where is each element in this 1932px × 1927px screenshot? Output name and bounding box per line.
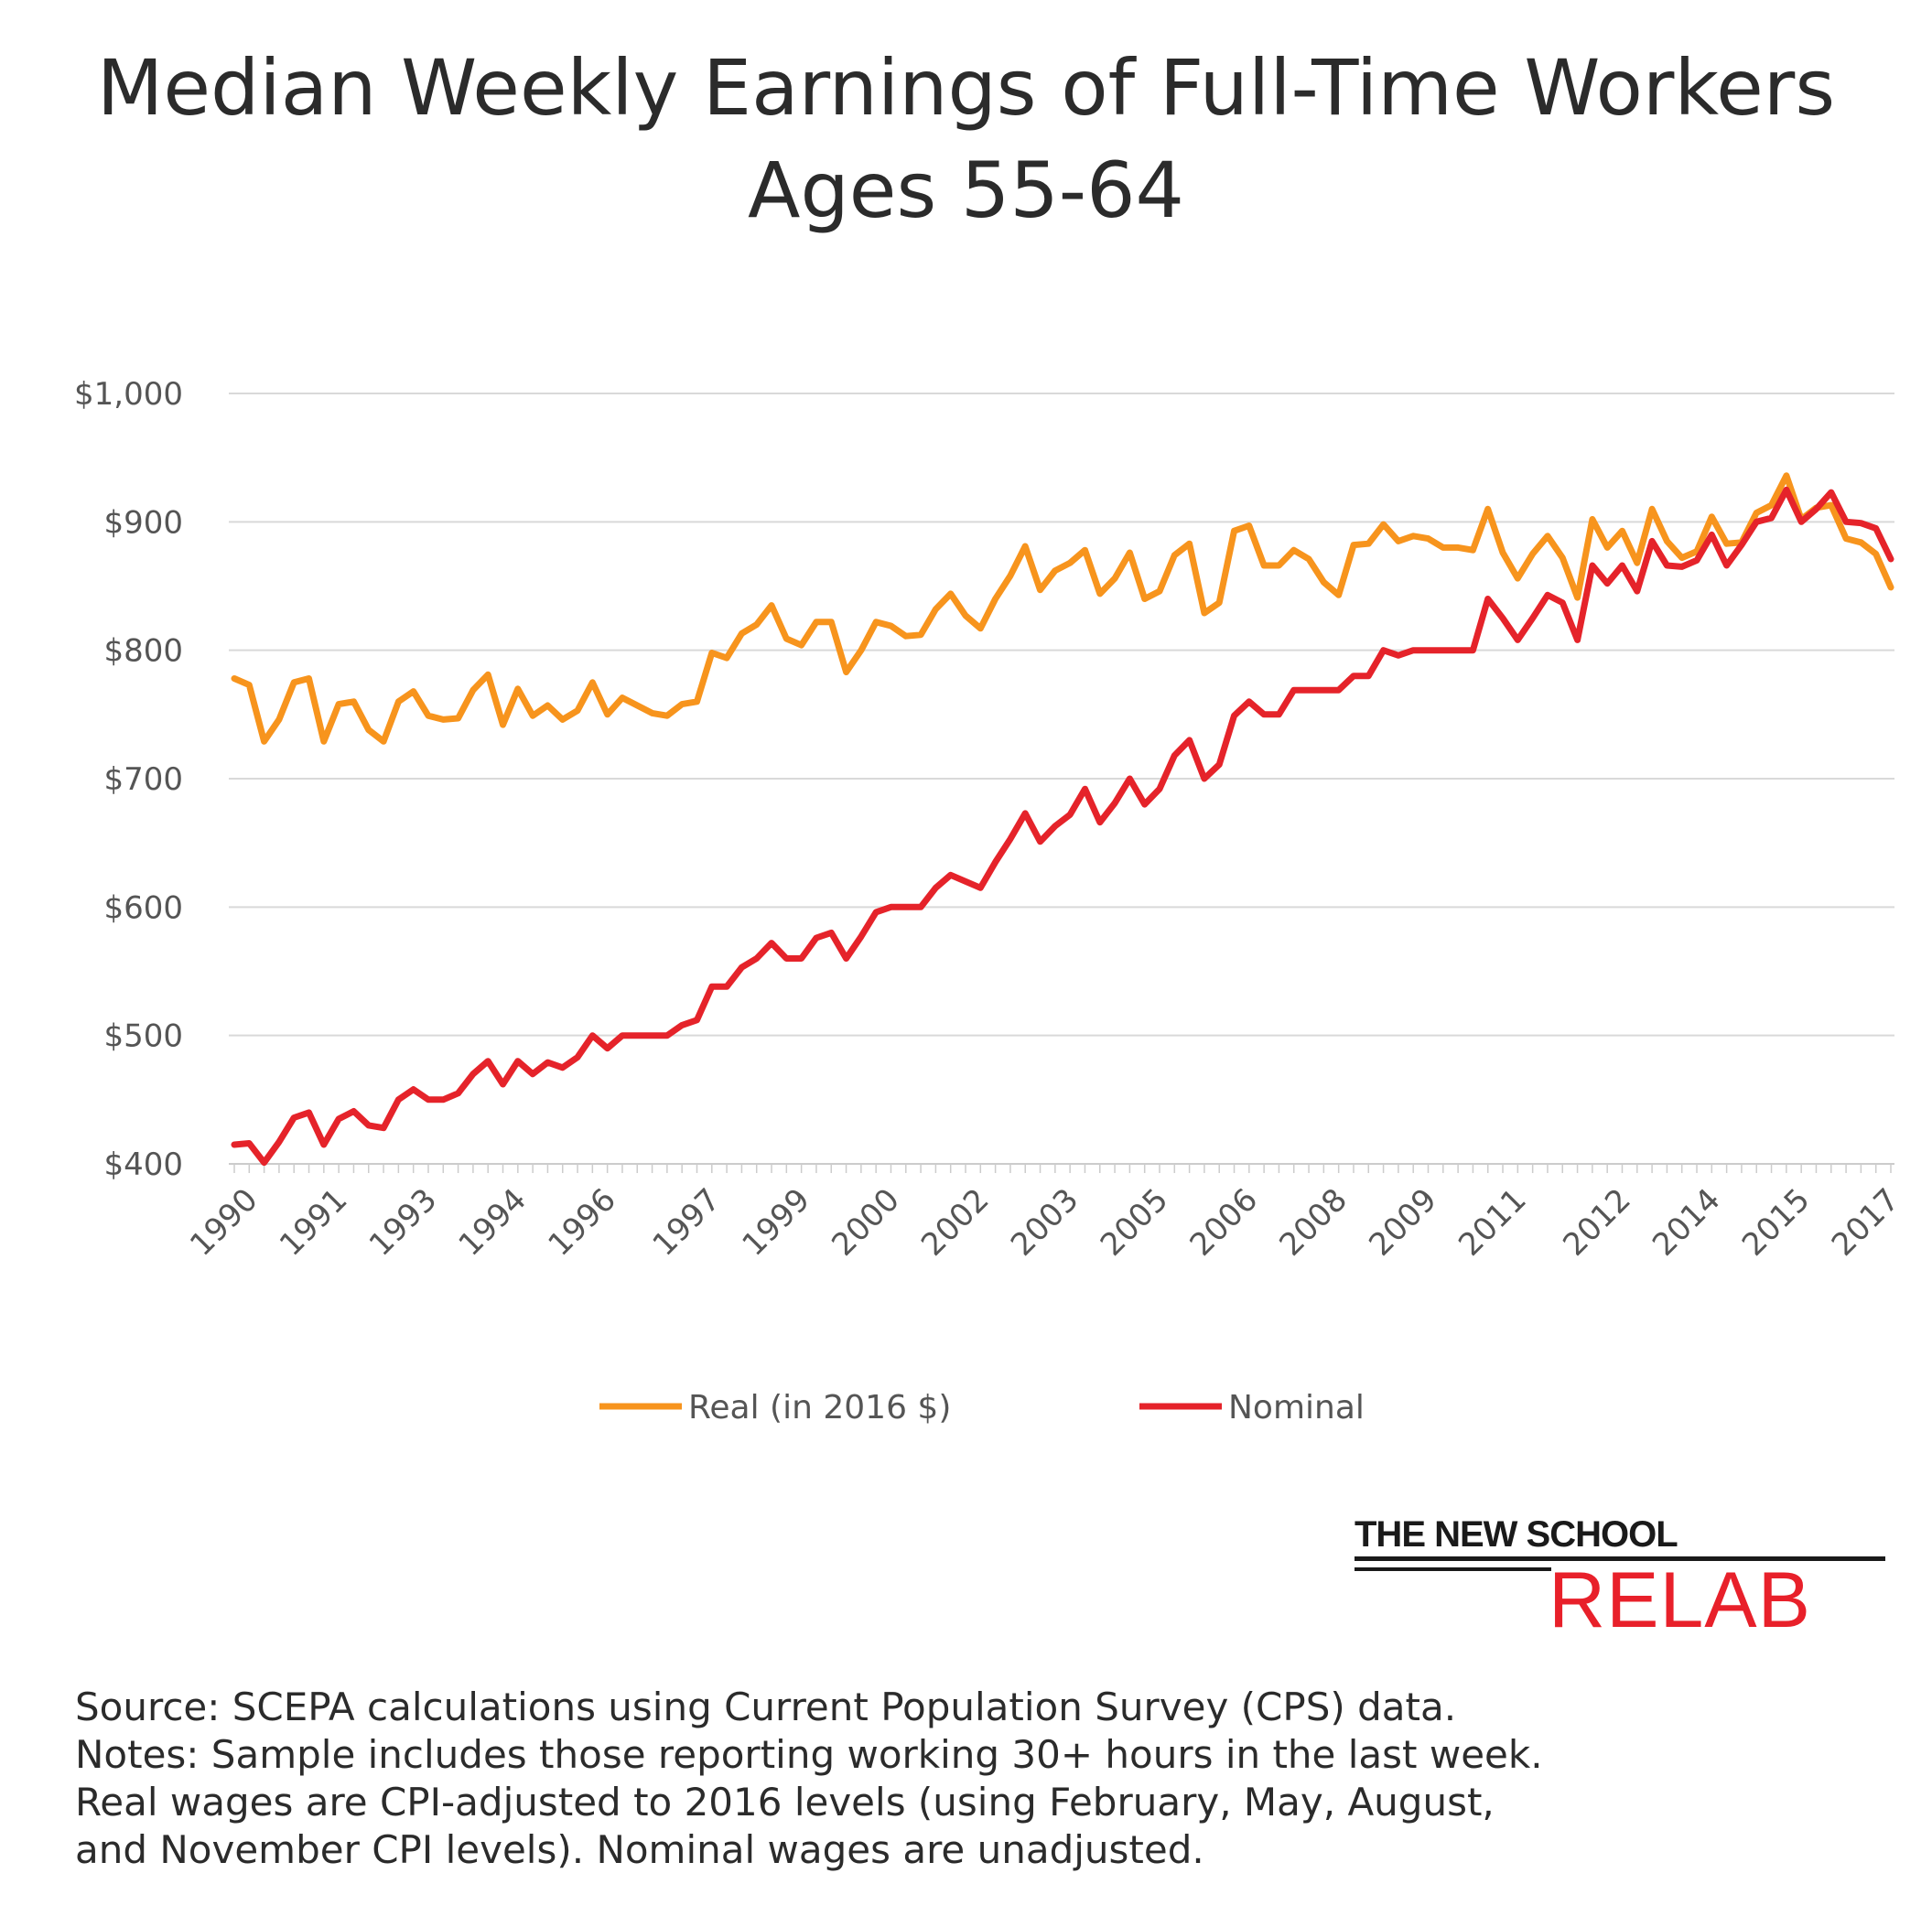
y-tick-label: $700 <box>103 761 183 798</box>
x-tick-label: 2006 <box>1183 1181 1265 1263</box>
new-school-relab-logo: THE NEW SCHOOL RELAB <box>1355 1514 1922 1644</box>
x-tick-label: 2000 <box>825 1181 906 1263</box>
x-tick-label: 1991 <box>273 1181 354 1263</box>
chart-title: Median Weekly Earnings of Full-Time Work… <box>0 37 1932 242</box>
legend: Real (in 2016 $) Nominal <box>599 1389 1365 1426</box>
line-chart: $400$500$600$700$800$900$1,000 1990 1991 1… <box>74 376 1906 1426</box>
legend-nominal-label: Nominal <box>1228 1389 1365 1426</box>
x-tick-label: 1996 <box>541 1181 622 1263</box>
x-tick-label: 2014 <box>1646 1181 1727 1263</box>
y-tick-label: $900 <box>103 504 183 541</box>
x-axis-ticks: 1990 1991 1993 1994 1996 1997 1999 2000 2002 2003… <box>183 1164 1906 1264</box>
x-tick-label: 2017 <box>1825 1181 1906 1263</box>
x-tick-label: 1994 <box>452 1181 534 1263</box>
x-tick-label: 2009 <box>1362 1181 1443 1263</box>
notes-line-4: and November CPI levels). Nominal wages … <box>75 1827 1204 1872</box>
x-tick-label: 2011 <box>1452 1181 1533 1263</box>
chart-title-line-1: Median Weekly Earnings of Full-Time Work… <box>96 43 1836 133</box>
source-notes: Source: SCEPA calculations using Current… <box>75 1684 1869 1874</box>
legend-nominal: Nominal <box>1139 1389 1365 1426</box>
x-tick-label: 2012 <box>1556 1181 1637 1263</box>
x-tick-label: 1997 <box>646 1181 728 1263</box>
notes-line-2: Notes: Sample includes those reporting w… <box>75 1732 1543 1777</box>
legend-real: Real (in 2016 $) <box>599 1389 951 1426</box>
gridlines <box>229 393 1894 1037</box>
logo-rule-long <box>1355 1556 1885 1561</box>
x-tick-label: 1999 <box>735 1181 816 1263</box>
series-lines <box>231 472 1894 1167</box>
y-tick-label: $400 <box>103 1147 183 1183</box>
x-tick-label: 2015 <box>1735 1181 1817 1263</box>
x-tick-label: 2003 <box>1004 1181 1085 1263</box>
notes-line-1: Source: SCEPA calculations using Current… <box>75 1685 1457 1729</box>
y-tick-label: $500 <box>103 1018 183 1055</box>
chart-title-line-2: Ages 55-64 <box>747 145 1184 235</box>
x-tick-label: 2002 <box>914 1181 996 1263</box>
series-line-real <box>231 472 1894 745</box>
notes-line-3: Real wages are CPI-adjusted to 2016 leve… <box>75 1780 1495 1825</box>
logo-rule-short <box>1355 1567 1551 1571</box>
y-axis-ticks: $400 $500 $600 $700 $800 $900 $1,000 <box>74 376 183 1183</box>
logo-bottom-text: RELAB <box>1549 1556 1812 1644</box>
x-tick-label: 1990 <box>183 1181 264 1263</box>
x-tick-label: 2008 <box>1272 1181 1354 1263</box>
y-tick-label: $800 <box>103 633 183 670</box>
y-tick-label: $1,000 <box>74 376 183 413</box>
y-tick-label: $600 <box>103 889 183 926</box>
x-tick-label: 2005 <box>1094 1181 1175 1263</box>
legend-real-label: Real (in 2016 $) <box>688 1389 951 1426</box>
x-tick-label: 1993 <box>362 1181 444 1263</box>
series-line-nominal <box>231 486 1894 1167</box>
logo-top-text: THE NEW SCHOOL <box>1355 1514 1678 1555</box>
